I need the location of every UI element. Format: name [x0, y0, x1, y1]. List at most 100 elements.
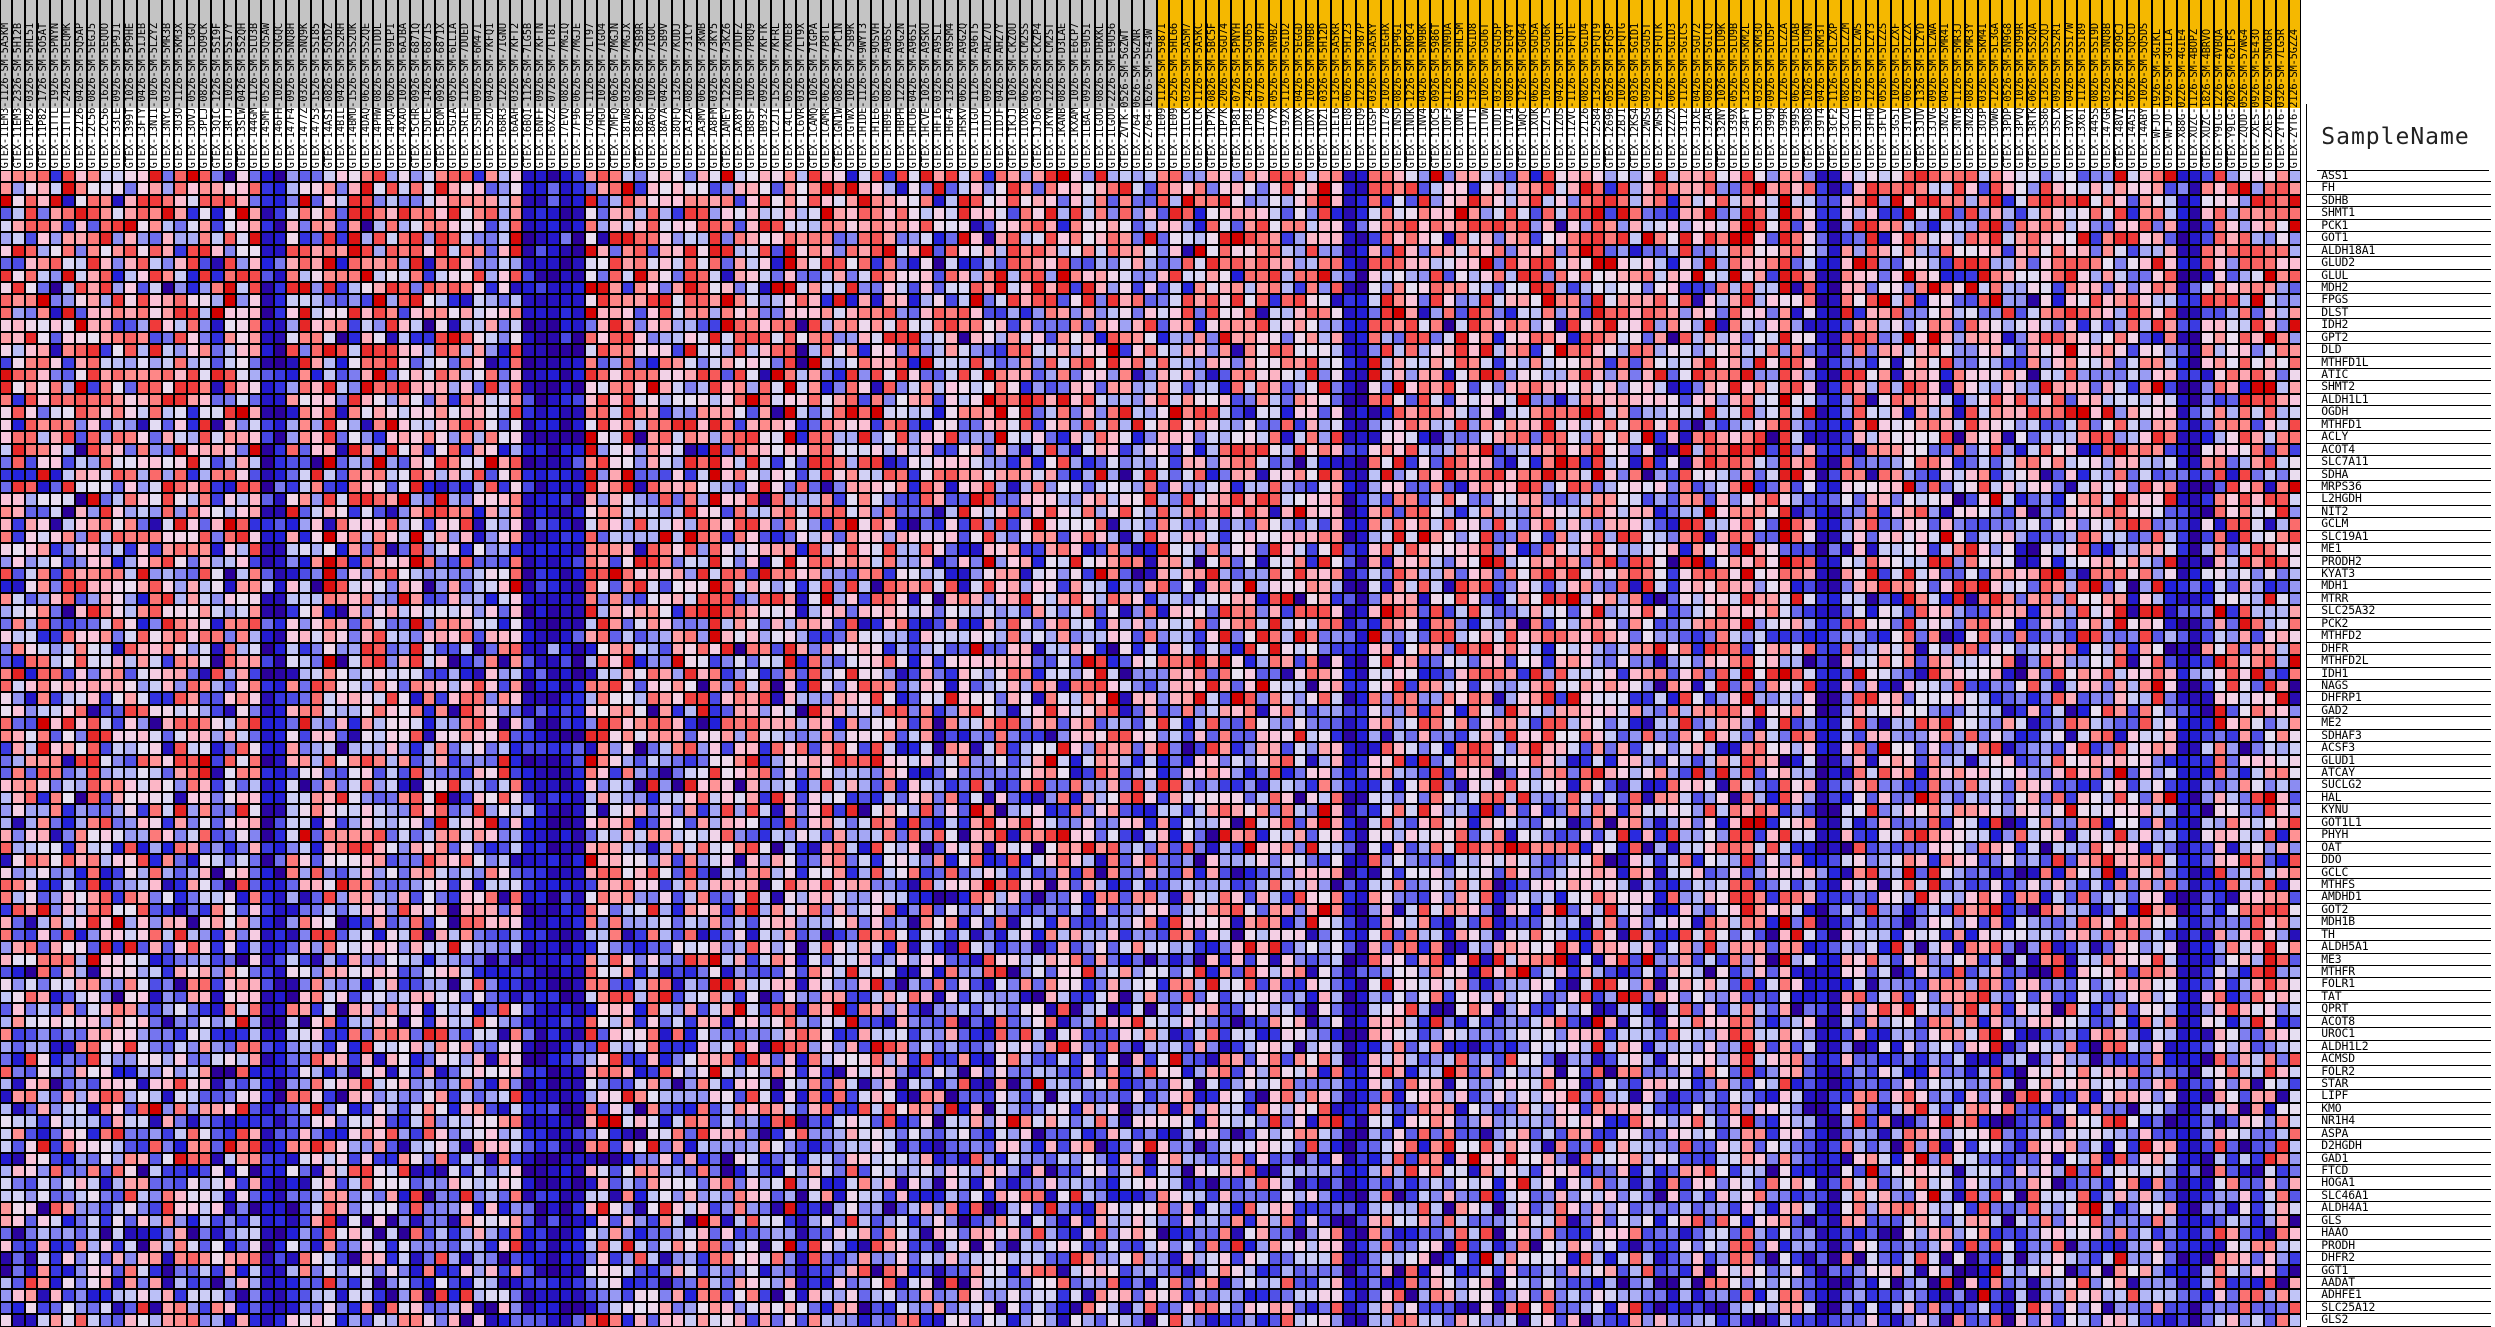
heatmap-cell[interactable]: [1753, 456, 1767, 469]
heatmap-cell[interactable]: [2263, 418, 2277, 432]
heatmap-cell[interactable]: [398, 244, 411, 258]
heatmap-cell[interactable]: [1977, 281, 1990, 295]
heatmap-cell[interactable]: [1604, 207, 1617, 220]
heatmap-cell[interactable]: [945, 207, 958, 220]
heatmap-cell[interactable]: [1952, 443, 1966, 457]
heatmap-cell[interactable]: [845, 418, 859, 432]
heatmap-cell[interactable]: [1293, 406, 1306, 419]
heatmap-cell[interactable]: [1281, 232, 1294, 245]
heatmap-cell[interactable]: [410, 257, 423, 270]
heatmap-cell[interactable]: [2027, 431, 2040, 444]
heatmap-cell[interactable]: [1007, 219, 1020, 233]
heatmap-cell[interactable]: [1119, 244, 1132, 258]
heatmap-cell[interactable]: [410, 182, 423, 195]
column-header[interactable]: GTEX-11P8I-0726-SM-5PNYH: [1231, 0, 1244, 170]
heatmap-cell[interactable]: [534, 406, 548, 419]
heatmap-cell[interactable]: [261, 294, 274, 307]
heatmap-cell[interactable]: [37, 244, 50, 258]
heatmap-cell[interactable]: [1554, 170, 1568, 183]
heatmap-cell[interactable]: [37, 219, 50, 233]
heatmap-cell[interactable]: [99, 170, 112, 183]
heatmap-cell[interactable]: [1256, 294, 1269, 307]
heatmap-cell[interactable]: [833, 406, 846, 419]
heatmap-cell[interactable]: [2213, 232, 2227, 245]
heatmap-cell[interactable]: [1106, 182, 1120, 195]
heatmap-cell[interactable]: [1803, 257, 1816, 270]
heatmap-cell[interactable]: [572, 170, 585, 183]
heatmap-cell[interactable]: [1778, 356, 1791, 369]
heatmap-cell[interactable]: [932, 443, 946, 457]
heatmap-cell[interactable]: [746, 331, 759, 345]
heatmap-cell[interactable]: [1592, 331, 1605, 345]
heatmap-cell[interactable]: [1007, 369, 1020, 382]
heatmap-cell[interactable]: [1405, 431, 1418, 444]
heatmap-cell[interactable]: [223, 331, 237, 345]
heatmap-cell[interactable]: [1243, 418, 1257, 432]
heatmap-cell[interactable]: [1554, 356, 1568, 369]
heatmap-cell[interactable]: [1218, 294, 1232, 307]
heatmap-cell[interactable]: [211, 344, 224, 357]
heatmap-cell[interactable]: [883, 219, 896, 233]
heatmap-cell[interactable]: [1430, 418, 1443, 432]
heatmap-cell[interactable]: [111, 369, 125, 382]
heatmap-cell[interactable]: [124, 344, 137, 357]
heatmap-cell[interactable]: [1355, 418, 1369, 432]
heatmap-cell[interactable]: [1716, 306, 1729, 320]
heatmap-cell[interactable]: [62, 294, 75, 307]
heatmap-cell[interactable]: [932, 244, 946, 258]
heatmap-cell[interactable]: [1430, 356, 1443, 369]
column-header[interactable]: GTEX-1HB9E-0826-SM-A96SC: [883, 0, 896, 170]
heatmap-cell[interactable]: [99, 393, 112, 407]
heatmap-cell[interactable]: [2213, 194, 2227, 208]
heatmap-cell[interactable]: [1778, 269, 1791, 282]
heatmap-cell[interactable]: [1330, 244, 1344, 258]
heatmap-cell[interactable]: [659, 182, 672, 195]
heatmap-cell[interactable]: [1206, 406, 1219, 419]
column-header[interactable]: GTEX-135CU-0326-SM-5KM3O: [1753, 0, 1767, 170]
heatmap-cell[interactable]: [161, 194, 175, 208]
heatmap-cell[interactable]: [920, 344, 933, 357]
heatmap-cell[interactable]: [273, 443, 287, 457]
heatmap-cell[interactable]: [833, 331, 846, 345]
heatmap-cell[interactable]: [298, 381, 311, 394]
heatmap-cell[interactable]: [2164, 331, 2177, 345]
column-header[interactable]: GTEX-11TTL-2426-SM-5EQMK: [62, 0, 75, 170]
heatmap-cell[interactable]: [1542, 319, 1555, 332]
column-header[interactable]: GTEX-12KS4-0326-SM-5GID1: [1629, 0, 1642, 170]
heatmap-cell[interactable]: [1753, 431, 1767, 444]
heatmap-cell[interactable]: [771, 431, 784, 444]
heatmap-cell[interactable]: [1791, 281, 1804, 295]
heatmap-cell[interactable]: [820, 244, 834, 258]
heatmap-cell[interactable]: [1368, 219, 1381, 233]
heatmap-cell[interactable]: [1268, 170, 1282, 183]
heatmap-cell[interactable]: [1592, 431, 1605, 444]
heatmap-cell[interactable]: [1480, 281, 1493, 295]
heatmap-cell[interactable]: [858, 344, 871, 357]
heatmap-cell[interactable]: [1927, 257, 1941, 270]
heatmap-cell[interactable]: [223, 281, 237, 295]
heatmap-cell[interactable]: [1641, 244, 1655, 258]
heatmap-cell[interactable]: [111, 182, 125, 195]
heatmap-cell[interactable]: [1467, 431, 1481, 444]
heatmap-cell[interactable]: [783, 257, 796, 270]
heatmap-cell[interactable]: [2039, 369, 2053, 382]
heatmap-cell[interactable]: [1405, 456, 1418, 469]
column-header[interactable]: GTEX-1JJ6O-0326-SM-CKZP4: [1032, 0, 1045, 170]
heatmap-cell[interactable]: [248, 393, 262, 407]
heatmap-cell[interactable]: [1355, 393, 1369, 407]
heatmap-cell[interactable]: [410, 170, 423, 183]
heatmap-cell[interactable]: [1455, 331, 1468, 345]
heatmap-cell[interactable]: [1268, 356, 1282, 369]
heatmap-cell[interactable]: [634, 319, 647, 332]
heatmap-cell[interactable]: [522, 393, 535, 407]
heatmap-cell[interactable]: [945, 356, 958, 369]
heatmap-cell[interactable]: [572, 281, 585, 295]
heatmap-cell[interactable]: [2014, 244, 2028, 258]
heatmap-cell[interactable]: [1902, 393, 1916, 407]
heatmap-cell[interactable]: [1032, 431, 1045, 444]
heatmap-cell[interactable]: [2014, 219, 2028, 233]
heatmap-cell[interactable]: [2263, 294, 2277, 307]
heatmap-cell[interactable]: [74, 406, 88, 419]
heatmap-cell[interactable]: [1828, 269, 1841, 282]
column-header[interactable]: GTEX-11P7K-0826-SM-5BC5F: [1206, 0, 1219, 170]
